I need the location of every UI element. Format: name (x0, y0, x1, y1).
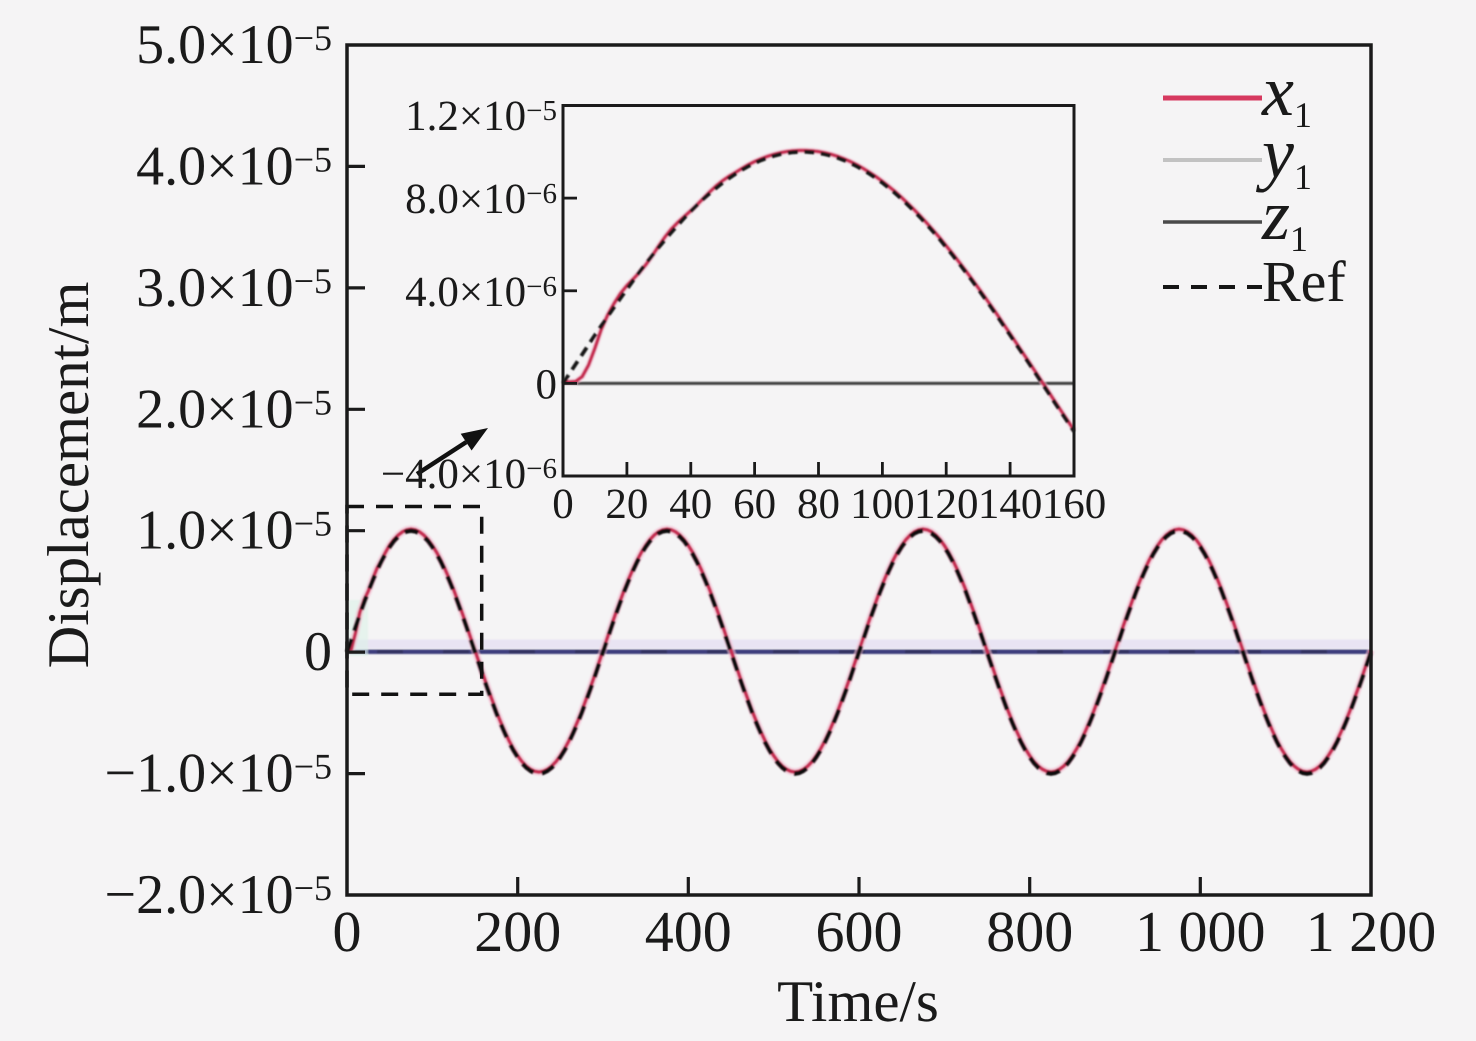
svg-text:80: 80 (797, 481, 840, 528)
svg-text:8.0×10−6: 8.0×10−6 (405, 176, 557, 223)
svg-text:200: 200 (474, 899, 561, 964)
svg-text:160: 160 (1042, 481, 1107, 528)
svg-text:20: 20 (605, 481, 648, 528)
svg-text:40: 40 (669, 481, 712, 528)
svg-text:0: 0 (333, 899, 362, 964)
svg-text:0: 0 (536, 361, 558, 408)
svg-text:800: 800 (986, 899, 1073, 964)
svg-text:Displacement/m: Displacement/m (35, 282, 101, 669)
svg-text:0: 0 (552, 481, 574, 528)
svg-text:0: 0 (304, 621, 332, 683)
svg-text:−4.0×10−6: −4.0×10−6 (381, 451, 557, 498)
svg-text:140: 140 (978, 481, 1043, 528)
svg-text:Ref: Ref (1262, 249, 1346, 314)
svg-text:60: 60 (733, 481, 776, 528)
svg-text:1 200: 1 200 (1306, 899, 1437, 964)
svg-text:1.0×10−5: 1.0×10−5 (136, 500, 332, 562)
svg-text:Time/s: Time/s (777, 968, 939, 1034)
svg-text:1 000: 1 000 (1135, 899, 1266, 964)
svg-text:100: 100 (850, 481, 915, 528)
svg-text:400: 400 (645, 899, 732, 964)
svg-text:600: 600 (816, 899, 903, 964)
svg-text:120: 120 (914, 481, 979, 528)
